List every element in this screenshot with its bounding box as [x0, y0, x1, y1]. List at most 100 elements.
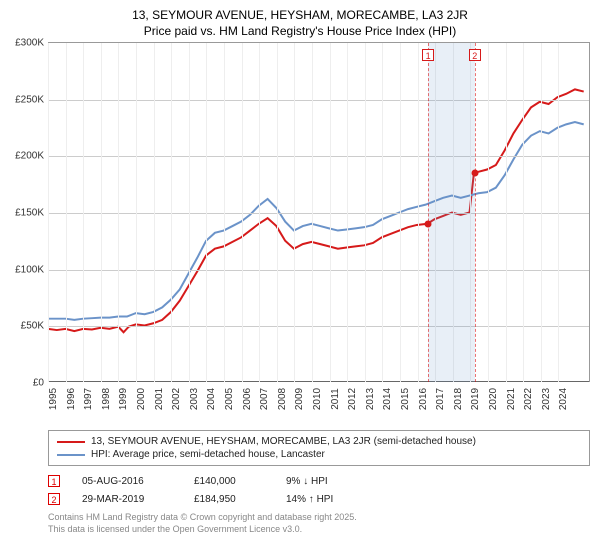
- gridline-v: [294, 43, 295, 382]
- gridline-h: [48, 326, 589, 327]
- transaction-date-1: 05-AUG-2016: [82, 476, 172, 487]
- x-tick-label: 2000: [136, 388, 147, 410]
- gridline-v: [154, 43, 155, 382]
- gridline-v: [488, 43, 489, 382]
- transaction-dashline: [428, 43, 429, 382]
- legend-swatch-property: [57, 441, 85, 443]
- gridline-v: [277, 43, 278, 382]
- transaction-date-2: 29-MAR-2019: [82, 494, 172, 505]
- chart-marker-box: 1: [422, 49, 434, 61]
- x-tick-label: 2017: [435, 388, 446, 410]
- gridline-v: [224, 43, 225, 382]
- transaction-delta-2: 14% ↑ HPI: [286, 494, 376, 505]
- chart-title-line1: 13, SEYMOUR AVENUE, HEYSHAM, MORECAMBE, …: [10, 8, 590, 22]
- y-tick-label: £300K: [15, 38, 44, 49]
- gridline-v: [242, 43, 243, 382]
- gridline-h: [48, 270, 589, 271]
- series-line-property: [48, 89, 584, 332]
- gridline-v: [418, 43, 419, 382]
- attribution-line1: Contains HM Land Registry data © Crown c…: [48, 512, 590, 524]
- x-tick-label: 2009: [294, 388, 305, 410]
- gridline-v: [523, 43, 524, 382]
- x-tick-label: 2018: [453, 388, 464, 410]
- y-tick-label: £250K: [15, 94, 44, 105]
- transaction-delta-1: 9% ↓ HPI: [286, 476, 376, 487]
- legend-item-property: 13, SEYMOUR AVENUE, HEYSHAM, MORECAMBE, …: [57, 435, 581, 448]
- transaction-price-2: £184,950: [194, 494, 264, 505]
- gridline-v: [171, 43, 172, 382]
- x-tick-label: 1998: [101, 388, 112, 410]
- x-tick-label: 2010: [312, 388, 323, 410]
- x-tick-label: 2008: [277, 388, 288, 410]
- x-tick-label: 1999: [118, 388, 129, 410]
- x-tick-label: 2024: [558, 388, 569, 410]
- attribution-line2: This data is licensed under the Open Gov…: [48, 524, 590, 536]
- legend-item-hpi: HPI: Average price, semi-detached house,…: [57, 448, 581, 461]
- x-tick-label: 2022: [523, 388, 534, 410]
- gridline-v: [48, 43, 49, 382]
- x-tick-label: 2005: [224, 388, 235, 410]
- x-tick-label: 2006: [242, 388, 253, 410]
- gridline-v: [330, 43, 331, 382]
- chart-title-block: 13, SEYMOUR AVENUE, HEYSHAM, MORECAMBE, …: [0, 0, 600, 42]
- x-tick-label: 2007: [259, 388, 270, 410]
- x-tick-label: 2016: [418, 388, 429, 410]
- gridline-v: [541, 43, 542, 382]
- y-tick-label: £100K: [15, 264, 44, 275]
- gridline-v: [312, 43, 313, 382]
- gridline-v: [118, 43, 119, 382]
- chart-marker-dot: [425, 221, 432, 228]
- x-tick-label: 2021: [506, 388, 517, 410]
- chart-title-line2: Price paid vs. HM Land Registry's House …: [10, 24, 590, 38]
- gridline-v: [506, 43, 507, 382]
- gridline-v: [101, 43, 102, 382]
- y-tick-label: £0: [33, 378, 44, 389]
- gridline-v: [400, 43, 401, 382]
- x-tick-label: 1997: [83, 388, 94, 410]
- transaction-band: [428, 43, 475, 382]
- gridline-v: [66, 43, 67, 382]
- gridline-v: [382, 43, 383, 382]
- transaction-price-1: £140,000: [194, 476, 264, 487]
- x-tick-label: 1996: [66, 388, 77, 410]
- attribution: Contains HM Land Registry data © Crown c…: [48, 512, 590, 535]
- transaction-dashline: [475, 43, 476, 382]
- x-tick-label: 2003: [189, 388, 200, 410]
- gridline-h: [48, 213, 589, 214]
- x-tick-label: 2020: [488, 388, 499, 410]
- y-tick-label: £200K: [15, 151, 44, 162]
- gridline-h: [48, 156, 589, 157]
- transaction-row-2: 2 29-MAR-2019 £184,950 14% ↑ HPI: [48, 490, 590, 508]
- chart-marker-dot: [471, 170, 478, 177]
- gridline-v: [189, 43, 190, 382]
- x-tick-label: 2004: [206, 388, 217, 410]
- x-tick-label: 1995: [48, 388, 59, 410]
- x-tick-label: 2015: [400, 388, 411, 410]
- legend-label-hpi: HPI: Average price, semi-detached house,…: [91, 449, 325, 460]
- gridline-v: [365, 43, 366, 382]
- x-tick-label: 2014: [382, 388, 393, 410]
- gridline-v: [259, 43, 260, 382]
- y-tick-label: £150K: [15, 208, 44, 219]
- gridline-v: [83, 43, 84, 382]
- x-tick-label: 2001: [154, 388, 165, 410]
- x-tick-label: 2002: [171, 388, 182, 410]
- chart-area: £0£50K£100K£150K£200K£250K£300K199519961…: [48, 42, 590, 402]
- legend: 13, SEYMOUR AVENUE, HEYSHAM, MORECAMBE, …: [48, 430, 590, 466]
- gridline-v: [347, 43, 348, 382]
- transaction-marker-2: 2: [48, 493, 60, 505]
- gridline-v: [136, 43, 137, 382]
- transaction-marker-1: 1: [48, 475, 60, 487]
- transaction-row-1: 1 05-AUG-2016 £140,000 9% ↓ HPI: [48, 472, 590, 490]
- legend-swatch-hpi: [57, 454, 85, 456]
- gridline-h: [48, 100, 589, 101]
- chart-marker-box: 2: [469, 49, 481, 61]
- x-tick-label: 2011: [330, 388, 341, 410]
- x-tick-label: 2013: [365, 388, 376, 410]
- plot-region: £0£50K£100K£150K£200K£250K£300K199519961…: [48, 42, 590, 382]
- gridline-v: [206, 43, 207, 382]
- legend-label-property: 13, SEYMOUR AVENUE, HEYSHAM, MORECAMBE, …: [91, 436, 476, 447]
- transactions-table: 1 05-AUG-2016 £140,000 9% ↓ HPI 2 29-MAR…: [48, 472, 590, 508]
- y-tick-label: £50K: [21, 321, 44, 332]
- x-tick-label: 2019: [470, 388, 481, 410]
